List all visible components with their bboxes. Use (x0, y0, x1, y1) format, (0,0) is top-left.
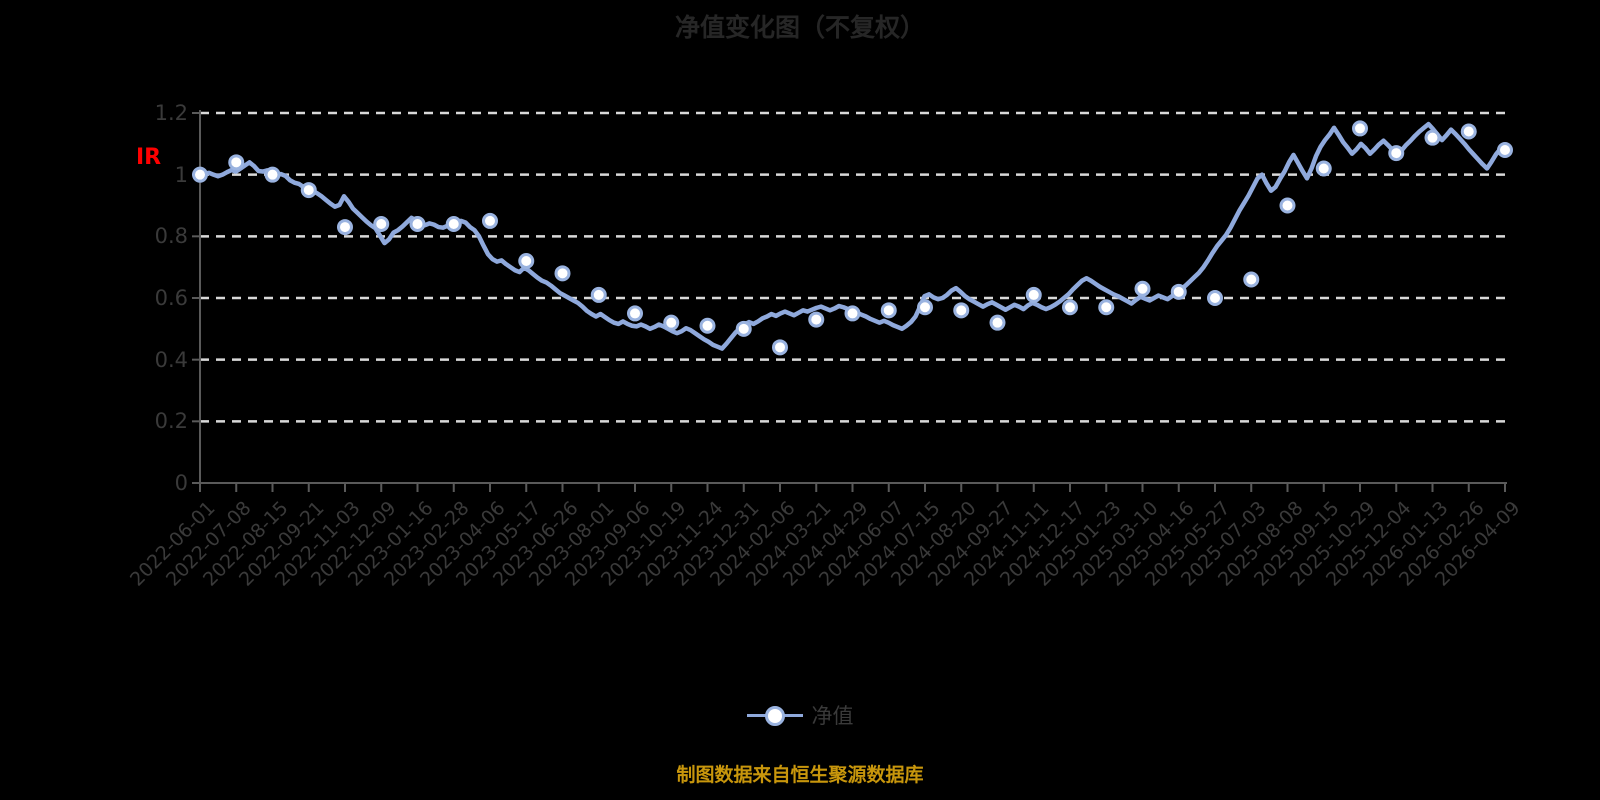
data-point-marker[interactable] (1170, 283, 1187, 300)
y-tick-label: 1.2 (154, 101, 188, 125)
data-point-marker[interactable] (554, 265, 571, 282)
data-point-marker[interactable] (844, 305, 861, 322)
data-point-marker[interactable] (1279, 197, 1296, 214)
y-tick-label: 0 (174, 471, 188, 495)
data-point-marker[interactable] (1352, 120, 1368, 137)
data-point-marker[interactable] (1207, 290, 1223, 306)
series-net-value-markers (192, 120, 1513, 356)
data-point-marker[interactable] (1388, 145, 1405, 162)
data-point-marker[interactable] (228, 154, 245, 171)
data-point-marker[interactable] (880, 302, 897, 319)
data-point-marker[interactable] (627, 305, 643, 322)
data-point-marker[interactable] (735, 320, 752, 337)
data-point-marker[interactable] (772, 339, 788, 356)
y-tick-label: 0.2 (154, 409, 188, 434)
data-point-marker[interactable] (989, 314, 1006, 331)
data-point-marker[interactable] (808, 311, 825, 328)
y-tick-label: 1 (174, 162, 188, 187)
legend-marker-icon (746, 703, 803, 727)
data-point-marker[interactable] (1062, 299, 1078, 316)
y-tick-label: 0.6 (154, 286, 188, 310)
data-point-marker[interactable] (482, 212, 498, 229)
data-point-marker[interactable] (518, 253, 535, 269)
data-point-marker[interactable] (1025, 286, 1042, 303)
data-point-marker[interactable] (192, 166, 208, 183)
data-point-marker[interactable] (590, 286, 607, 303)
data-point-marker[interactable] (409, 216, 426, 232)
data-point-marker[interactable] (300, 182, 317, 199)
footer-source-note: 制图数据来自恒生聚源数据库 (676, 764, 924, 786)
data-point-marker[interactable] (445, 216, 462, 232)
data-point-marker[interactable] (373, 216, 390, 232)
data-point-marker[interactable] (337, 219, 353, 236)
page-title: 净值变化图（不复权） (674, 13, 925, 42)
x-axis-ticks (199, 483, 1506, 492)
data-point-marker[interactable] (953, 302, 970, 319)
data-point-marker[interactable] (1497, 142, 1513, 158)
data-point-marker[interactable] (1243, 271, 1260, 288)
chart-legend[interactable]: 净值 (0, 700, 1600, 730)
y-tick-label: 0.8 (154, 224, 188, 249)
legend-item-label: 净值 (811, 704, 854, 728)
data-point-marker[interactable] (264, 166, 281, 183)
y-axis-red-annotation: IR (136, 145, 162, 170)
data-point-marker[interactable] (1315, 160, 1332, 177)
data-point-marker[interactable] (1134, 280, 1151, 297)
data-point-marker[interactable] (1098, 299, 1115, 316)
data-point-marker[interactable] (663, 314, 680, 331)
data-point-marker[interactable] (1424, 129, 1441, 146)
data-point-marker[interactable] (1460, 123, 1477, 140)
data-point-marker[interactable] (917, 299, 933, 316)
data-point-marker[interactable] (699, 317, 716, 334)
y-tick-label: 0.4 (154, 347, 188, 372)
gridlines (200, 111, 1505, 423)
